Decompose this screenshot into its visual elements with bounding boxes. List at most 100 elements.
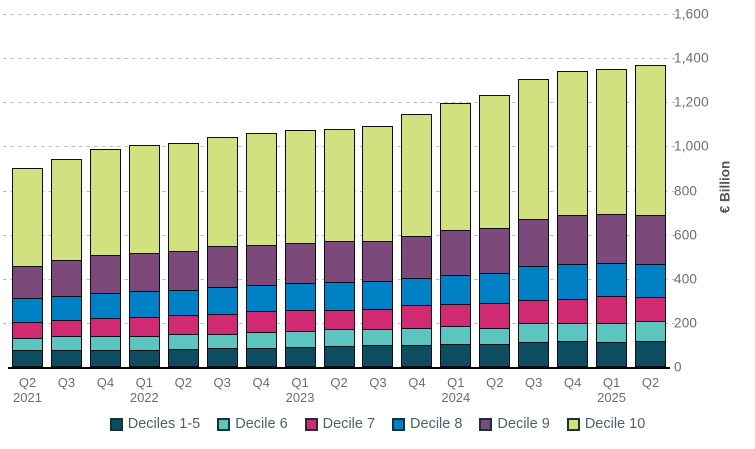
bar-segment-decile-7[interactable]	[167, 315, 199, 335]
bar-segment-decile-10[interactable]	[479, 94, 511, 228]
bar-segment-deciles-1-5[interactable]	[479, 344, 511, 367]
stacked-bar-q3[interactable]	[518, 78, 550, 367]
legend-item-decile-6[interactable]: Decile 6	[217, 416, 288, 432]
bar-segment-decile-9[interactable]	[596, 214, 628, 263]
bar-segment-decile-6[interactable]	[12, 337, 43, 351]
bar-segment-decile-8[interactable]	[401, 277, 433, 306]
bar-segment-decile-9[interactable]	[323, 240, 355, 282]
bar-segment-decile-10[interactable]	[284, 130, 316, 244]
legend-item-deciles-1-5[interactable]: Deciles 1-5	[109, 416, 200, 432]
bar-segment-decile-10[interactable]	[167, 142, 199, 251]
bar-segment-decile-6[interactable]	[206, 333, 238, 349]
legend-item-decile-10[interactable]: Decile 10	[566, 416, 645, 432]
bar-segment-deciles-1-5[interactable]	[596, 341, 628, 367]
bar-segment-decile-9[interactable]	[128, 253, 160, 291]
stacked-bar-q4[interactable]	[89, 148, 121, 367]
bar-segment-decile-9[interactable]	[89, 255, 121, 293]
bar-segment-decile-10[interactable]	[518, 78, 550, 219]
bar-segment-decile-6[interactable]	[167, 334, 199, 349]
bar-segment-decile-8[interactable]	[596, 262, 628, 297]
bar-segment-decile-7[interactable]	[323, 309, 355, 330]
stacked-bar-q2[interactable]	[479, 94, 511, 367]
stacked-bar-q1-2023[interactable]	[284, 130, 316, 367]
legend-item-decile-9[interactable]: Decile 9	[479, 416, 550, 432]
stacked-bar-q3[interactable]	[206, 137, 238, 367]
bar-segment-decile-6[interactable]	[89, 335, 121, 351]
bar-segment-decile-9[interactable]	[50, 260, 82, 296]
bar-segment-decile-6[interactable]	[518, 322, 550, 342]
bar-segment-decile-6[interactable]	[557, 322, 589, 341]
bar-segment-decile-10[interactable]	[557, 71, 589, 216]
bar-segment-deciles-1-5[interactable]	[362, 345, 394, 367]
bar-segment-decile-9[interactable]	[479, 227, 511, 274]
bar-segment-decile-8[interactable]	[362, 280, 394, 309]
bar-segment-decile-10[interactable]	[323, 128, 355, 241]
bar-segment-deciles-1-5[interactable]	[50, 350, 82, 367]
bar-segment-decile-8[interactable]	[50, 295, 82, 320]
bar-segment-decile-7[interactable]	[635, 296, 666, 321]
bar-segment-decile-7[interactable]	[362, 308, 394, 329]
bar-segment-decile-7[interactable]	[479, 303, 511, 328]
bar-segment-deciles-1-5[interactable]	[440, 343, 472, 367]
stacked-bar-q4[interactable]	[557, 71, 589, 367]
stacked-bar-q2[interactable]	[167, 142, 199, 367]
bar-segment-decile-8[interactable]	[557, 264, 589, 300]
bar-segment-decile-6[interactable]	[245, 331, 277, 349]
bar-segment-decile-10[interactable]	[245, 133, 277, 245]
bar-segment-decile-10[interactable]	[401, 113, 433, 237]
bar-segment-decile-8[interactable]	[284, 282, 316, 311]
bar-segment-decile-8[interactable]	[518, 266, 550, 300]
bar-segment-decile-6[interactable]	[479, 327, 511, 345]
bar-segment-deciles-1-5[interactable]	[518, 341, 550, 367]
bar-segment-decile-9[interactable]	[518, 218, 550, 267]
bar-segment-decile-9[interactable]	[401, 236, 433, 278]
bar-segment-decile-7[interactable]	[206, 313, 238, 334]
bar-segment-decile-9[interactable]	[635, 215, 666, 265]
bar-segment-decile-10[interactable]	[12, 168, 43, 267]
bar-segment-decile-8[interactable]	[167, 289, 199, 316]
bar-segment-deciles-1-5[interactable]	[284, 347, 316, 367]
bar-segment-decile-7[interactable]	[440, 304, 472, 327]
bar-segment-deciles-1-5[interactable]	[89, 350, 121, 367]
bar-segment-decile-10[interactable]	[440, 102, 472, 231]
bar-segment-decile-8[interactable]	[245, 284, 277, 312]
bar-segment-decile-6[interactable]	[50, 336, 82, 351]
bar-segment-decile-9[interactable]	[557, 215, 589, 264]
stacked-bar-q3[interactable]	[362, 125, 394, 367]
stacked-bar-q3[interactable]	[50, 158, 82, 367]
bar-segment-decile-7[interactable]	[128, 316, 160, 337]
bar-segment-deciles-1-5[interactable]	[245, 348, 277, 367]
bar-segment-decile-9[interactable]	[245, 244, 277, 285]
bar-segment-decile-6[interactable]	[401, 327, 433, 345]
bar-segment-decile-6[interactable]	[323, 329, 355, 347]
bar-segment-decile-9[interactable]	[167, 251, 199, 290]
bar-segment-deciles-1-5[interactable]	[635, 340, 666, 367]
bar-segment-decile-9[interactable]	[362, 240, 394, 281]
stacked-bar-q4[interactable]	[245, 133, 277, 367]
bar-segment-deciles-1-5[interactable]	[12, 350, 43, 367]
bar-segment-decile-10[interactable]	[206, 137, 238, 246]
bar-segment-decile-7[interactable]	[557, 299, 589, 323]
legend-item-decile-7[interactable]: Decile 7	[304, 416, 375, 432]
bar-segment-decile-8[interactable]	[440, 274, 472, 305]
bar-segment-decile-8[interactable]	[12, 297, 43, 322]
bar-segment-decile-10[interactable]	[635, 65, 666, 216]
stacked-bar-q1-2022[interactable]	[128, 145, 160, 367]
bar-segment-deciles-1-5[interactable]	[206, 348, 238, 367]
bar-segment-decile-6[interactable]	[362, 328, 394, 346]
bar-segment-decile-10[interactable]	[128, 145, 160, 254]
bar-segment-decile-8[interactable]	[89, 292, 121, 319]
bar-segment-decile-6[interactable]	[284, 331, 316, 348]
stacked-bar-q2[interactable]	[635, 65, 666, 367]
stacked-bar-q1-2024[interactable]	[440, 102, 472, 367]
bar-segment-decile-7[interactable]	[518, 299, 550, 323]
bar-segment-decile-7[interactable]	[245, 311, 277, 332]
bar-segment-deciles-1-5[interactable]	[557, 340, 589, 367]
bar-segment-decile-6[interactable]	[596, 322, 628, 342]
bar-segment-deciles-1-5[interactable]	[128, 349, 160, 367]
bar-segment-decile-8[interactable]	[635, 264, 666, 297]
bar-segment-decile-7[interactable]	[89, 318, 121, 336]
bar-segment-decile-7[interactable]	[401, 305, 433, 328]
bar-segment-decile-8[interactable]	[323, 281, 355, 310]
bar-segment-decile-6[interactable]	[128, 336, 160, 350]
